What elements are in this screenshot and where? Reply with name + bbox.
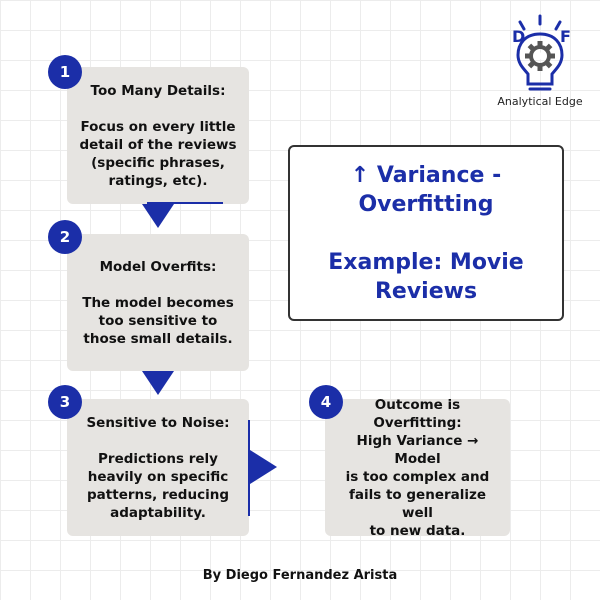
step-3-body-line: heavily on specific xyxy=(87,468,229,485)
step-1-bottom-edge xyxy=(147,202,223,204)
step-1-card: Too Many Details: Focus on every little … xyxy=(67,67,249,204)
step-4-title-line: Outcome is xyxy=(374,396,461,413)
logo-letter-f: F xyxy=(560,27,571,46)
arrow-down-1-to-2 xyxy=(142,204,174,228)
step-2-body-line: those small details. xyxy=(83,330,233,347)
lightbulb-gear-logo-icon: D F xyxy=(512,14,571,91)
step-4-card: Outcome is Overfitting: High Variance → … xyxy=(325,396,510,539)
step-1-body-line: detail of the reviews xyxy=(79,136,237,153)
step-3-right-edge xyxy=(248,420,250,516)
arrow-down-2-to-3 xyxy=(142,371,174,395)
step-1-body-line: Focus on every little xyxy=(80,118,236,135)
step-2-body-line: too sensitive to xyxy=(98,312,218,329)
step-4-body-line: to new data. xyxy=(369,522,466,539)
step-3-body-line: Predictions rely xyxy=(98,450,218,467)
step-3-body-line: adaptability. xyxy=(110,504,206,521)
step-4-title-line: Overfitting: xyxy=(373,414,462,431)
step-2-title: Model Overfits: xyxy=(99,258,217,275)
example-line: Example: Movie xyxy=(328,249,524,275)
step-3-badge: 3 xyxy=(48,385,82,419)
step-4-body-line: fails to generalize well xyxy=(348,486,487,521)
author-credit: By Diego Fernandez Arista xyxy=(202,568,398,583)
step-1-body-line: (specific phrases, xyxy=(91,154,225,171)
title-line: ↑ Variance - xyxy=(350,162,502,188)
step-3-title: Sensitive to Noise: xyxy=(86,414,230,431)
step-2-badge: 2 xyxy=(48,220,82,254)
step-2-card: Model Overfits: The model becomes too se… xyxy=(67,234,249,371)
example-line: Reviews xyxy=(374,278,478,304)
step-1-body-line: ratings, etc). xyxy=(108,172,208,189)
step-4-body-line: High Variance → Model xyxy=(356,432,479,467)
title-box: ↑ Variance - Overfitting Example: Movie … xyxy=(288,145,564,321)
arrow-right-3-to-4 xyxy=(250,450,277,484)
step-1-badge: 1 xyxy=(48,55,82,89)
step-2-body-line: The model becomes xyxy=(82,294,234,311)
gear-icon xyxy=(525,41,555,71)
step-3-body-line: patterns, reducing xyxy=(87,486,229,503)
step-3-card: Sensitive to Noise: Predictions rely hea… xyxy=(67,399,249,536)
step-4-badge: 4 xyxy=(309,385,343,419)
step-1-title: Too Many Details: xyxy=(90,82,226,99)
logo-caption: Analytical Edge xyxy=(497,95,583,108)
title-line: Overfitting xyxy=(358,191,494,217)
step-4-body-line: is too complex and xyxy=(345,468,490,485)
logo-letter-d: D xyxy=(512,27,525,46)
